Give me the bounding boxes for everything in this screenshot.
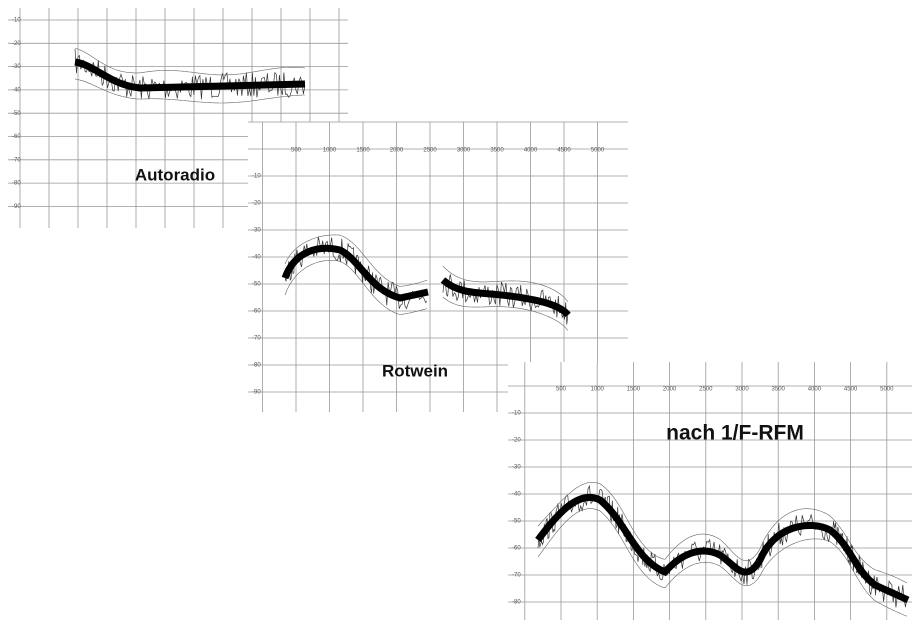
x-tick-label: 2500 [699, 387, 713, 393]
y-tick-label: -70 [12, 157, 21, 163]
envelope [442, 265, 569, 302]
grid [248, 121, 628, 412]
y-tick-label: -70 [512, 573, 521, 579]
chart-panel: -10 -20 -30 -40 -50 -60 -70 -80 500 1000 1500 2000 2… [508, 362, 912, 620]
x-tick-label: 3000 [735, 387, 749, 393]
envelope [74, 47, 305, 76]
x-tick-label: 5000 [591, 148, 605, 154]
x-tick-label: 2500 [423, 148, 437, 154]
envelope [74, 78, 305, 104]
y-tick-label: -10 [512, 411, 521, 417]
y-tick-label: -90 [252, 390, 261, 396]
x-tick-label: 4500 [844, 387, 858, 393]
smoothed-curve [74, 58, 306, 92]
x-tick-label: 1000 [323, 148, 337, 154]
panel-label: Autoradio [135, 165, 215, 184]
y-tick-label: -90 [12, 204, 21, 210]
envelope [537, 482, 908, 584]
y-tick-label: -50 [12, 111, 21, 117]
x-tick-label: 3500 [772, 387, 786, 393]
y-tick-label: -60 [512, 546, 521, 552]
y-tick-label: -40 [252, 255, 261, 261]
grid [508, 362, 912, 620]
y-tick-label: -80 [252, 363, 261, 369]
x-tick-label: 1500 [356, 148, 370, 154]
smoothed-curve [535, 493, 910, 604]
envelope [284, 234, 428, 287]
x-tick-label: 1000 [591, 387, 605, 393]
y-tick-label: -50 [512, 519, 521, 525]
y-tick-label: -60 [252, 309, 261, 315]
envelope [284, 260, 428, 315]
x-tick-label: 4500 [557, 148, 571, 154]
y-tick-label: -10 [252, 174, 261, 180]
x-tick-label: 500 [556, 387, 567, 393]
y-tick-label: -30 [512, 465, 521, 471]
y-tick-label: -30 [12, 64, 21, 70]
x-tick-label: 1500 [627, 387, 641, 393]
x-tick-label: 3500 [490, 148, 504, 154]
y-tick-label: -40 [512, 492, 521, 498]
smoothed-curve [440, 277, 571, 318]
y-tick-label: -30 [252, 228, 261, 234]
y-tick-label: -70 [252, 336, 261, 342]
x-tick-label: 500 [291, 148, 302, 154]
y-tick-label: -20 [252, 201, 261, 207]
y-tick-label: -80 [12, 181, 21, 187]
panel-background [508, 362, 912, 620]
y-tick-label: -40 [12, 87, 21, 93]
y-tick-label: -60 [12, 134, 21, 140]
x-tick-label: 5000 [880, 387, 894, 393]
x-tick-label: 4000 [524, 148, 538, 154]
y-tick-label: -10 [12, 18, 21, 24]
panel-label: Rotwein [382, 361, 448, 380]
y-tick-label: -50 [252, 282, 261, 288]
x-tick-label: 3000 [457, 148, 471, 154]
y-tick-label: -80 [512, 600, 521, 606]
y-tick-label: -20 [512, 438, 521, 444]
y-tick-label: -20 [12, 41, 21, 47]
envelope [442, 296, 569, 331]
envelope [537, 508, 908, 617]
x-tick-label: 4000 [808, 387, 822, 393]
x-tick-label: 2000 [663, 387, 677, 393]
x-tick-label: 2000 [390, 148, 404, 154]
smoothed-curve [281, 244, 429, 302]
panel-label: nach 1/F-RFM [666, 422, 804, 445]
